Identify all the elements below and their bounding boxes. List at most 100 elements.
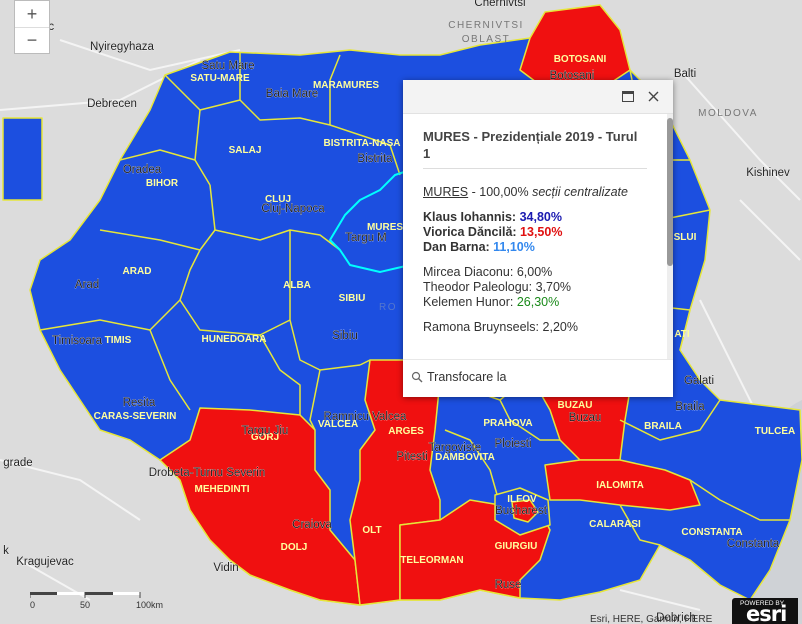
result-row: Ramona Bruynseels: 2,20% xyxy=(423,320,647,335)
county-label: ARAD xyxy=(123,266,152,277)
county-label: GORJ xyxy=(251,432,279,443)
county-label: MARAMURES xyxy=(313,80,379,91)
county-label: CLUJ xyxy=(265,194,291,205)
county-label: BUZAU xyxy=(558,400,593,411)
maximize-icon[interactable] xyxy=(622,89,634,105)
popup-header xyxy=(403,80,673,114)
city-label: grade xyxy=(3,457,32,469)
city-label: Oradea xyxy=(123,164,162,176)
region-label: RO xyxy=(379,302,397,313)
city-label: Targu Jiu xyxy=(242,425,289,437)
candidate-name: Viorica Dăncilă: xyxy=(423,225,517,239)
county-label: ATI xyxy=(674,329,690,340)
candidate-percent: 26,30% xyxy=(516,295,560,309)
county-label: CONSTANTA xyxy=(681,527,742,538)
county-label: HUNEDOARA xyxy=(202,334,267,345)
city-label: Timisoara xyxy=(52,335,103,347)
city-label: Satu Mare xyxy=(201,60,254,72)
esri-logo[interactable]: POWERED BY esri xyxy=(732,598,798,624)
city-label: Botosani xyxy=(550,70,595,82)
close-icon[interactable] xyxy=(648,89,659,105)
zoom-control: + − xyxy=(14,0,50,54)
city-label: Targu M xyxy=(345,232,387,244)
county-label: IALOMITA xyxy=(596,480,644,491)
city-label: Resita xyxy=(123,397,156,409)
city-label: Bistrita xyxy=(357,153,393,165)
county-label: BOTOSANI xyxy=(554,54,607,65)
city-label: Ploiesti xyxy=(494,438,531,450)
city-label: Constanta xyxy=(727,538,780,550)
candidate-percent: 3,70% xyxy=(535,280,572,294)
zoom-in-button[interactable]: + xyxy=(26,3,38,24)
city-label: Drobeta-Turnu Severin xyxy=(149,467,266,479)
result-row: Dan Barna: 11,10% xyxy=(423,240,647,255)
candidate-name: Klaus Iohannis: xyxy=(423,210,517,224)
county-label: PRAHOVA xyxy=(483,418,532,429)
city-label: lc xyxy=(46,21,55,33)
zoom-to-link[interactable]: Transfocare la xyxy=(411,370,506,384)
popup-title: MURES - Prezidențiale 2019 - Turul 1 xyxy=(423,128,647,169)
county-label: ALBA xyxy=(283,280,311,291)
city-label: Nyiregyhaza xyxy=(90,41,155,53)
county-label: SATU-MARE xyxy=(190,73,250,84)
city-label: Ramnicu Valcea xyxy=(324,411,407,423)
city-label: Braila xyxy=(675,401,705,413)
county-label: BRAILA xyxy=(644,421,682,432)
region-west-fragment xyxy=(2,117,43,201)
county-label: TIMIS xyxy=(105,335,132,346)
county-label: MEHEDINTI xyxy=(195,484,250,495)
region-label: OBLAST xyxy=(462,34,510,45)
city-label: Bucharest xyxy=(495,505,548,517)
county-label: VALCEA xyxy=(318,419,358,430)
county-link[interactable]: MURES xyxy=(423,185,469,199)
result-row: Mircea Diaconu: 6,00% xyxy=(423,265,647,280)
city-label: Cluj-Napoca xyxy=(261,203,325,215)
zoom-out-button[interactable]: − xyxy=(15,27,49,53)
city-label: Craiova xyxy=(292,519,332,531)
magnifier-icon xyxy=(411,371,423,383)
county-label: TELEORMAN xyxy=(400,555,463,566)
scale-label: 100km xyxy=(136,600,163,610)
city-label: Baia Mare xyxy=(266,88,318,100)
city-label: Targoviste xyxy=(429,442,481,454)
county-label: SALAJ xyxy=(229,145,262,156)
popup-footer: Transfocare la xyxy=(403,359,673,397)
county-label: TULCEA xyxy=(755,426,796,437)
scale-label: 0 xyxy=(30,600,35,610)
city-label: Kragujevac xyxy=(16,556,74,568)
candidate-name: Kelemen Hunor: xyxy=(423,295,514,309)
popup-scrollbar[interactable] xyxy=(667,114,673,359)
county-label: SIBIU xyxy=(339,293,366,304)
county-label: BIHOR xyxy=(146,178,179,189)
candidate-name: Mircea Diaconu: xyxy=(423,265,514,279)
county-ialomita[interactable] xyxy=(544,459,701,511)
county-label: ILFOV xyxy=(507,494,537,505)
scale-label: 50 xyxy=(80,600,90,610)
scale-bar: 0 50 100km xyxy=(29,592,180,621)
city-label: Buzau xyxy=(569,412,602,424)
city-label: Debrecen xyxy=(87,98,137,110)
city-label: Ruse xyxy=(495,579,522,591)
city-label: Dobrich xyxy=(656,612,696,624)
city-label: Kishinev xyxy=(746,167,790,179)
popup-content: MURES - Prezidențiale 2019 - Turul 1 MUR… xyxy=(403,114,667,359)
centralized-note: secții centralizate xyxy=(532,185,628,199)
city-label: Balti xyxy=(674,68,696,80)
city-label: Sibiu xyxy=(332,330,358,342)
result-row: Kelemen Hunor: 26,30% xyxy=(423,295,647,310)
city-label: Chernivtsi xyxy=(474,0,525,9)
county-label: CARAS-SEVERIN xyxy=(94,411,177,422)
region-label: MOLDOVA xyxy=(698,108,758,119)
result-row: Viorica Dăncilă: 13,50% xyxy=(423,225,647,240)
city-label: Arad xyxy=(75,279,99,291)
city-label: Pitesti xyxy=(396,451,427,463)
county-summary: MURES - 100,00% secții centralizate xyxy=(423,185,647,200)
region-label: CHERNIVTSI xyxy=(448,20,524,31)
candidate-percent: 13,50% xyxy=(520,225,563,239)
county-label: ARGES xyxy=(388,426,424,437)
county-bucharest[interactable] xyxy=(511,499,539,523)
candidate-percent: 6,00% xyxy=(516,265,553,279)
county-percent: - 100,00% xyxy=(468,185,533,199)
candidate-percent: 2,20% xyxy=(542,320,578,334)
